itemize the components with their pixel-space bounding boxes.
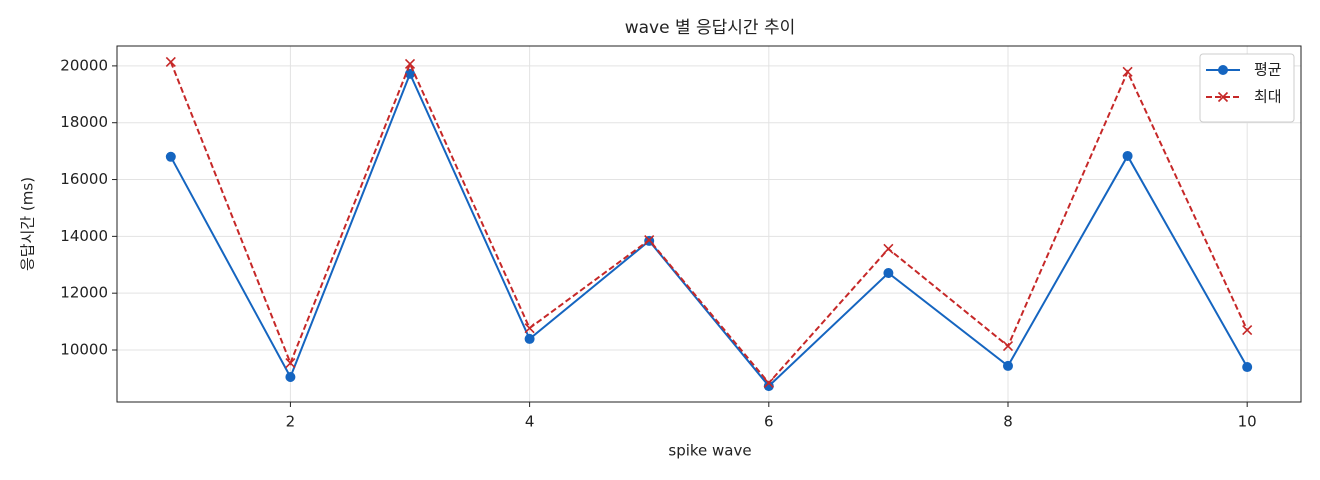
y-tick-label: 10000 <box>60 341 108 359</box>
y-tick-label: 14000 <box>60 227 108 245</box>
legend-marker <box>1218 65 1228 75</box>
marker <box>285 371 296 382</box>
marker <box>1122 150 1133 161</box>
series-line <box>169 61 1249 385</box>
marker <box>1242 325 1253 336</box>
y-tick-label: 16000 <box>60 170 108 188</box>
marker <box>285 358 296 369</box>
marker <box>763 377 774 389</box>
x-tick-label: 8 <box>1003 413 1013 431</box>
marker <box>1002 340 1014 352</box>
plot-frame <box>116 45 1302 403</box>
x-tick-label: 2 <box>286 413 296 431</box>
x-tick-label: 10 <box>1238 413 1257 431</box>
x-axis-label: spike wave <box>668 442 751 460</box>
chart-title: wave 별 응답시간 추이 <box>625 18 796 38</box>
y-axis-label: 응답시간 (ms) <box>19 177 37 271</box>
marker <box>1002 360 1013 371</box>
marker <box>763 381 774 392</box>
marker <box>165 56 176 67</box>
series-line <box>169 71 1249 388</box>
legend-label: 평균 <box>1254 61 1282 79</box>
marker <box>405 68 416 79</box>
marker <box>644 234 655 246</box>
marker <box>1122 66 1133 77</box>
marker <box>1242 362 1253 373</box>
marker <box>524 323 535 334</box>
x-tick-label: 6 <box>764 413 774 431</box>
y-tick-label: 12000 <box>60 284 108 302</box>
y-tick-label: 20000 <box>60 56 108 74</box>
legend-marker <box>1217 91 1229 103</box>
marker <box>165 151 176 162</box>
marker <box>524 333 535 344</box>
marker <box>883 268 894 279</box>
legend-label: 최대 <box>1254 88 1282 106</box>
y-tick-label: 18000 <box>60 113 108 131</box>
marker <box>404 58 416 69</box>
marker <box>883 243 894 254</box>
x-tick-label: 4 <box>525 413 535 431</box>
